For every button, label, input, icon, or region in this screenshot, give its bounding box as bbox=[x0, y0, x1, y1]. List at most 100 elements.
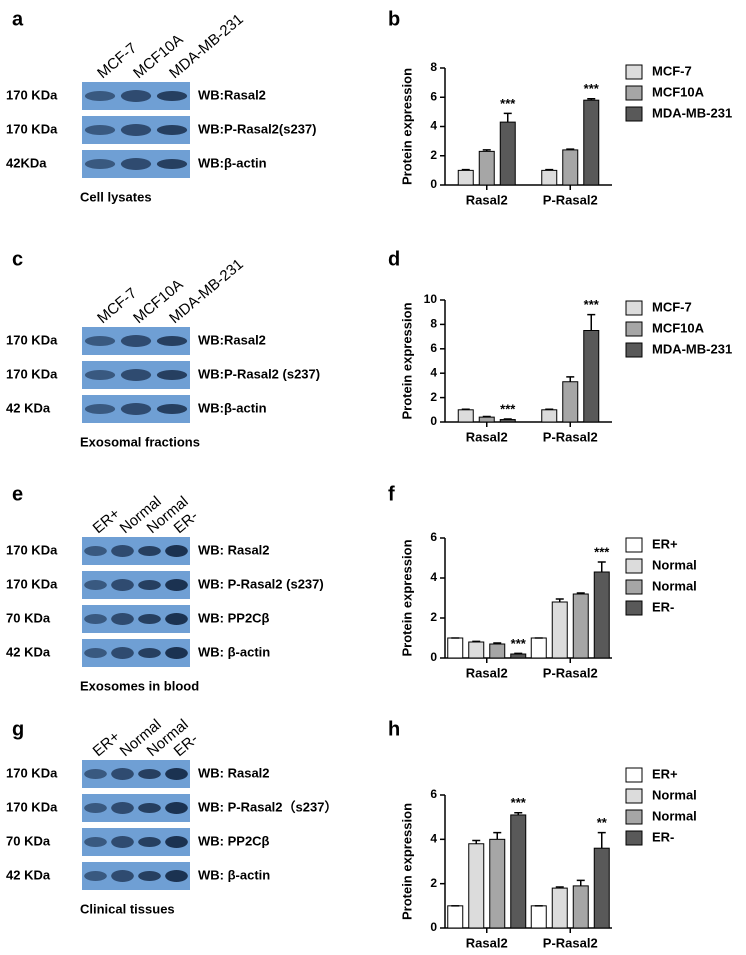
bar bbox=[593, 847, 610, 929]
band bbox=[165, 613, 188, 625]
y-tick-label: 0 bbox=[430, 414, 437, 428]
bar bbox=[572, 885, 589, 929]
band bbox=[84, 125, 116, 135]
bar bbox=[541, 409, 558, 423]
legend-swatch bbox=[625, 64, 643, 80]
bar bbox=[457, 169, 474, 186]
band bbox=[84, 803, 107, 813]
error-bar bbox=[587, 97, 596, 101]
legend-swatch bbox=[625, 537, 643, 553]
lane-label: MCF-7 bbox=[94, 40, 140, 82]
band bbox=[156, 91, 188, 101]
panel-letter: e bbox=[12, 483, 23, 505]
y-tick-label: 6 bbox=[430, 89, 437, 103]
size-label: 42KDa bbox=[6, 155, 47, 170]
size-label: 170 KDa bbox=[6, 121, 58, 136]
y-tick-label: 8 bbox=[430, 60, 437, 74]
legend-label: ER+ bbox=[652, 536, 678, 551]
band bbox=[138, 614, 161, 624]
legend-swatch bbox=[625, 788, 643, 804]
band bbox=[84, 404, 116, 414]
band bbox=[156, 404, 188, 414]
x-tick-label: P-Rasal2 bbox=[543, 429, 598, 444]
y-axis-label: Protein expression bbox=[399, 803, 414, 920]
bar bbox=[541, 169, 558, 186]
bar bbox=[499, 419, 516, 423]
band bbox=[138, 837, 161, 847]
caption: Exosomal fractions bbox=[80, 434, 200, 449]
panel-letter: a bbox=[12, 8, 24, 30]
error-bar bbox=[566, 376, 575, 382]
bar bbox=[530, 905, 547, 929]
size-label: 170 KDa bbox=[6, 576, 58, 591]
y-axis-label: Protein expression bbox=[399, 68, 414, 185]
band bbox=[120, 335, 152, 347]
band bbox=[156, 370, 188, 380]
band bbox=[138, 546, 161, 556]
legend-swatch bbox=[625, 300, 643, 316]
panel-letter: h bbox=[388, 718, 400, 740]
x-tick-label: Rasal2 bbox=[466, 429, 508, 444]
bar bbox=[489, 838, 506, 929]
bar bbox=[583, 330, 600, 423]
antibody-label: WB: Rasal2 bbox=[198, 765, 270, 780]
band bbox=[156, 125, 188, 135]
y-tick-label: 6 bbox=[430, 530, 437, 544]
band bbox=[138, 769, 161, 779]
band bbox=[111, 836, 134, 848]
legend-swatch bbox=[625, 342, 643, 358]
antibody-label: WB: P-Rasal2 (s237) bbox=[198, 576, 324, 591]
error-bar bbox=[555, 886, 564, 889]
size-label: 170 KDa bbox=[6, 799, 58, 814]
band bbox=[84, 546, 107, 556]
antibody-label: WB:P-Rasal2 (s237) bbox=[198, 366, 320, 381]
band bbox=[84, 614, 107, 624]
band bbox=[84, 370, 116, 380]
bar bbox=[510, 653, 527, 659]
significance: *** bbox=[500, 401, 516, 416]
error-bar bbox=[576, 592, 585, 594]
lane-label: ER+ bbox=[90, 505, 124, 537]
band bbox=[156, 159, 188, 169]
bar bbox=[468, 843, 485, 929]
band bbox=[111, 545, 134, 557]
error-bar bbox=[493, 642, 502, 644]
legend-swatch bbox=[625, 600, 643, 616]
band bbox=[111, 768, 134, 780]
antibody-label: WB: β-actin bbox=[198, 644, 270, 659]
band bbox=[156, 336, 188, 346]
band bbox=[165, 768, 188, 780]
significance: *** bbox=[511, 636, 527, 651]
bar bbox=[457, 409, 474, 423]
legend-label: ER+ bbox=[652, 766, 678, 781]
y-tick-label: 4 bbox=[430, 119, 437, 133]
band bbox=[84, 769, 107, 779]
band bbox=[165, 647, 188, 659]
bar bbox=[572, 593, 589, 659]
legend-label: Normal bbox=[652, 808, 697, 823]
band bbox=[111, 579, 134, 591]
antibody-label: WB: β-actin bbox=[198, 867, 270, 882]
error-bar bbox=[461, 408, 470, 410]
panel-letter: g bbox=[12, 718, 24, 740]
legend-swatch bbox=[625, 579, 643, 595]
error-bar bbox=[472, 640, 481, 643]
error-bar bbox=[482, 149, 491, 152]
band bbox=[120, 403, 152, 415]
band bbox=[120, 90, 152, 102]
bar bbox=[593, 571, 610, 659]
bar bbox=[551, 601, 568, 659]
bar bbox=[447, 905, 464, 929]
error-bar bbox=[514, 652, 523, 655]
band bbox=[165, 870, 188, 882]
band bbox=[111, 647, 134, 659]
legend-swatch bbox=[625, 85, 643, 101]
bar bbox=[478, 150, 495, 186]
band bbox=[138, 871, 161, 881]
band bbox=[84, 871, 107, 881]
significance: *** bbox=[584, 81, 600, 96]
legend-swatch bbox=[625, 767, 643, 783]
error-bar bbox=[503, 418, 512, 420]
significance: *** bbox=[594, 544, 610, 559]
band bbox=[111, 870, 134, 882]
